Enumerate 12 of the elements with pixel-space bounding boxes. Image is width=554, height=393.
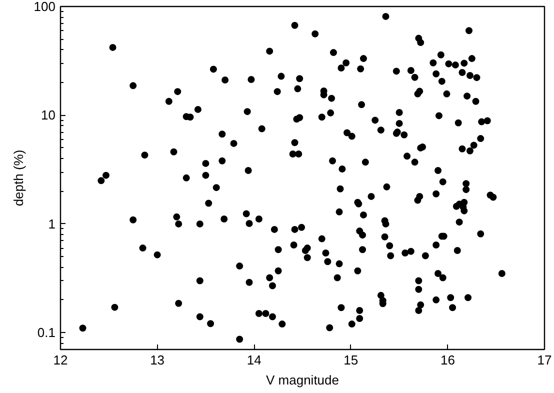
x-tick-label: 15 xyxy=(344,352,358,368)
x-tick-label: 17 xyxy=(537,352,552,368)
x-tick-label: 16 xyxy=(440,352,455,368)
x-tick-label: 12 xyxy=(53,352,68,368)
y-tick-label: 0.1 xyxy=(37,325,56,340)
x-axis-title: V magnitude xyxy=(266,372,340,388)
y-tick-label: 10 xyxy=(41,108,56,123)
y-tick-label: 1 xyxy=(48,216,56,232)
y-tick-label: 100 xyxy=(34,0,56,14)
y-axis-title: depth (%) xyxy=(10,150,26,206)
x-tick-label: 14 xyxy=(246,352,262,368)
x-tick-label: 13 xyxy=(150,352,165,368)
